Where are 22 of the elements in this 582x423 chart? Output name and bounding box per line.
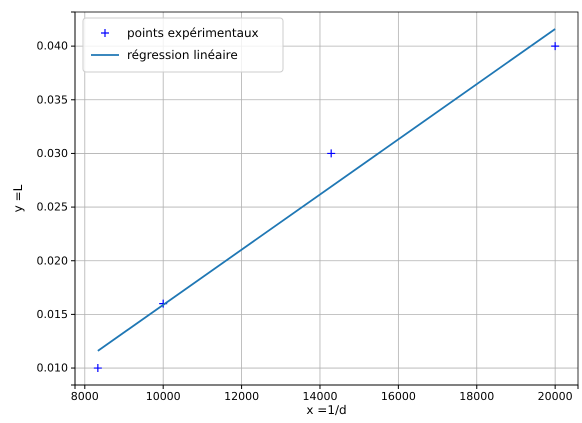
y-axis-title: y =L [11, 184, 25, 212]
x-tick-label: 18000 [459, 390, 494, 403]
x-tick-label: 8000 [70, 390, 99, 403]
point [93, 363, 102, 373]
y-tick-label: 0.040 [36, 40, 68, 53]
x-tick-label: 12000 [224, 390, 260, 403]
y-tick-label: 0.010 [36, 362, 68, 375]
legend-label: régression linéaire [127, 48, 238, 62]
legend-label: points expérimentaux [127, 26, 259, 40]
point [158, 299, 168, 308]
y-tick-label: 0.030 [36, 146, 68, 160]
x-axis-title: x =1/d [306, 403, 347, 417]
point [326, 148, 336, 158]
x-tick-label: 10000 [146, 390, 181, 403]
y-tick-label: 0.025 [36, 200, 68, 214]
x-tick-label: 20000 [538, 390, 573, 403]
y-tick-label: 0.035 [36, 93, 68, 106]
point [550, 42, 560, 51]
y-tick-label: 0.020 [36, 254, 68, 268]
y-tick-label: 0.015 [36, 308, 68, 321]
x-tick-label: 16000 [380, 390, 416, 403]
x-tick-label: 14000 [302, 390, 338, 403]
